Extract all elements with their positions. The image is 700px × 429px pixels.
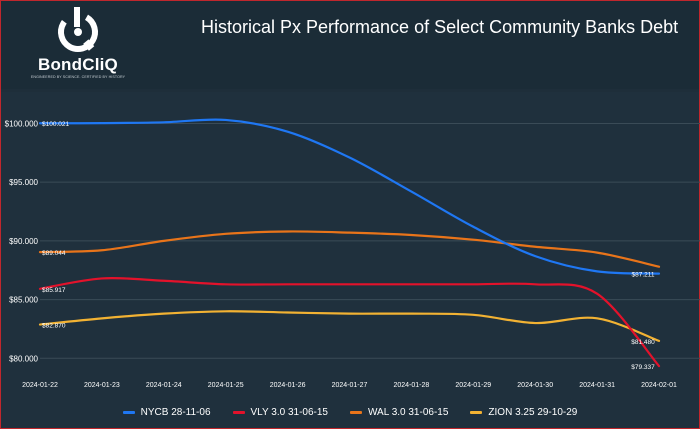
data-point-nycb[interactable] xyxy=(224,119,227,121)
series-line-zion[interactable] xyxy=(38,310,661,342)
data-label-wal: $89.044 xyxy=(42,250,66,257)
data-point-zion[interactable] xyxy=(658,340,660,342)
data-point-wal[interactable] xyxy=(472,238,475,241)
data-point-nycb[interactable] xyxy=(101,122,103,124)
legend-label: VLY 3.0 31-06-15 xyxy=(250,406,328,418)
data-point-wal[interactable] xyxy=(39,251,41,253)
x-tick-label: 2024-01-28 xyxy=(393,382,429,389)
data-point-vly[interactable] xyxy=(224,283,227,286)
legend-item-zion[interactable]: ZION 3.25 29-10-29 xyxy=(470,407,577,418)
y-tick-label: $80.000 xyxy=(9,354,38,363)
x-axis: 2024-01-22 2024-01-23 2024-01-24 2024-01-25… xyxy=(22,382,677,389)
legend-item-nycb[interactable]: NYCB 28-11-06 xyxy=(122,406,211,418)
data-point-zion[interactable] xyxy=(348,312,351,315)
chart-title: Historical Px Performance of Select Comm… xyxy=(201,17,679,37)
data-point-zion[interactable] xyxy=(163,312,165,315)
data-point-wal[interactable] xyxy=(224,233,227,235)
legend-swatch xyxy=(122,410,135,414)
data-label-vly: $79.337 xyxy=(631,364,655,371)
data-point-wal[interactable] xyxy=(596,251,598,254)
logo-tagline: ENGINEERED BY SCIENCE. CERTIFIED BY HIST… xyxy=(30,75,126,79)
legend-swatch xyxy=(470,410,483,414)
x-tick-label: 2024-01-25 xyxy=(208,382,244,389)
data-point-nycb[interactable] xyxy=(658,272,660,275)
data-point-vly[interactable] xyxy=(348,283,351,286)
legend-label: NYCB 28-11-06 xyxy=(140,406,211,418)
data-point-nycb[interactable] xyxy=(286,130,289,133)
data-point-zion[interactable] xyxy=(534,322,536,324)
data-point-nycb[interactable] xyxy=(39,122,41,125)
data-point-zion[interactable] xyxy=(472,314,475,316)
grid-layer xyxy=(40,122,700,359)
data-point-vly[interactable] xyxy=(286,283,289,286)
legend-swatch xyxy=(232,410,245,414)
legend-label: WAL 3.0 31-06-15 xyxy=(367,406,449,418)
data-point-wal[interactable] xyxy=(101,249,103,252)
data-point-vly[interactable] xyxy=(163,279,165,282)
y-tick-label: $100.000 xyxy=(5,119,39,128)
legend-item-vly[interactable]: VLY 3.0 31-06-15 xyxy=(232,406,328,418)
x-tick-label: 2024-01-22 xyxy=(22,382,58,389)
x-tick-label: 2024-02-01 xyxy=(641,382,677,389)
y-tick-label: $85.000 xyxy=(9,296,38,305)
data-point-wal[interactable] xyxy=(658,265,660,268)
data-label-zion: $81.480 xyxy=(631,339,655,346)
data-point-nycb[interactable] xyxy=(534,255,536,257)
bondcliq-logo: BondCliQ ENGINEERED BY SCIENCE. CERTIFIE… xyxy=(23,5,133,85)
bondcliq-logo-icon xyxy=(58,7,98,53)
y-tick-label: $95.000 xyxy=(9,178,38,187)
data-label-nycb: $100.021 xyxy=(42,121,69,128)
data-point-vly[interactable] xyxy=(39,288,41,290)
x-tick-label: 2024-01-30 xyxy=(517,382,553,389)
x-tick-label: 2024-01-27 xyxy=(332,382,368,389)
series-line-vly[interactable] xyxy=(38,277,661,368)
data-point-vly[interactable] xyxy=(596,292,598,295)
plot-background xyxy=(1,92,699,428)
legend-swatch xyxy=(349,410,362,414)
data-point-zion[interactable] xyxy=(101,317,103,320)
data-point-nycb[interactable] xyxy=(596,270,598,273)
data-point-wal[interactable] xyxy=(534,245,536,248)
data-label-zion: $82.870 xyxy=(42,323,66,330)
data-point-vly[interactable] xyxy=(472,283,475,286)
data-point-nycb[interactable] xyxy=(472,225,475,228)
data-label-vly: $85.917 xyxy=(42,287,66,294)
series-line-wal[interactable] xyxy=(38,230,661,268)
data-label-nycb: $87.211 xyxy=(631,272,654,279)
data-point-vly[interactable] xyxy=(101,277,103,280)
data-point-zion[interactable] xyxy=(596,317,598,320)
header-bar: BondCliQ ENGINEERED BY SCIENCE. CERTIFIE… xyxy=(1,1,699,89)
data-point-nycb[interactable] xyxy=(163,121,165,124)
series-line-nycb[interactable] xyxy=(38,118,661,275)
x-tick-label: 2024-01-24 xyxy=(146,382,182,389)
line-chart: $80.000 $85.000 $90.000 $95.000 $100.000 202… xyxy=(5,118,700,389)
legend-label: ZION 3.25 29-10-29 xyxy=(488,406,578,418)
data-point-vly[interactable] xyxy=(410,283,413,286)
x-tick-label: 2024-01-23 xyxy=(84,382,120,389)
data-label-layer: $82.870 $81.480 $85.917 $79.337 $89.044 $100.… xyxy=(42,121,655,371)
y-tick-label: $90.000 xyxy=(9,237,38,246)
series-layer xyxy=(38,118,661,368)
data-point-wal[interactable] xyxy=(286,230,289,233)
x-tick-label: 2024-01-31 xyxy=(579,382,615,389)
data-point-wal[interactable] xyxy=(348,231,351,234)
logo-wordmark: BondCliQ xyxy=(38,55,118,74)
data-point-zion[interactable] xyxy=(224,310,227,313)
data-point-vly[interactable] xyxy=(658,365,660,367)
data-point-wal[interactable] xyxy=(163,240,165,242)
data-point-zion[interactable] xyxy=(410,312,413,315)
legend-item-wal[interactable]: WAL 3.0 31-06-15 xyxy=(349,406,449,418)
y-axis: $80.000 $85.000 $90.000 $95.000 $100.000 xyxy=(5,119,39,363)
data-point-nycb[interactable] xyxy=(410,190,413,193)
data-point-nycb[interactable] xyxy=(348,156,351,159)
x-tick-label: 2024-01-26 xyxy=(270,382,306,389)
data-point-wal[interactable] xyxy=(410,234,413,236)
data-point-zion[interactable] xyxy=(286,311,289,314)
legend: NYCB 28-11-06 VLY 3.0 31-06-15 WAL 3.0 31-… xyxy=(0,404,700,420)
x-tick-label: 2024-01-29 xyxy=(455,382,491,389)
data-point-zion[interactable] xyxy=(39,323,41,326)
data-point-vly[interactable] xyxy=(534,283,536,286)
